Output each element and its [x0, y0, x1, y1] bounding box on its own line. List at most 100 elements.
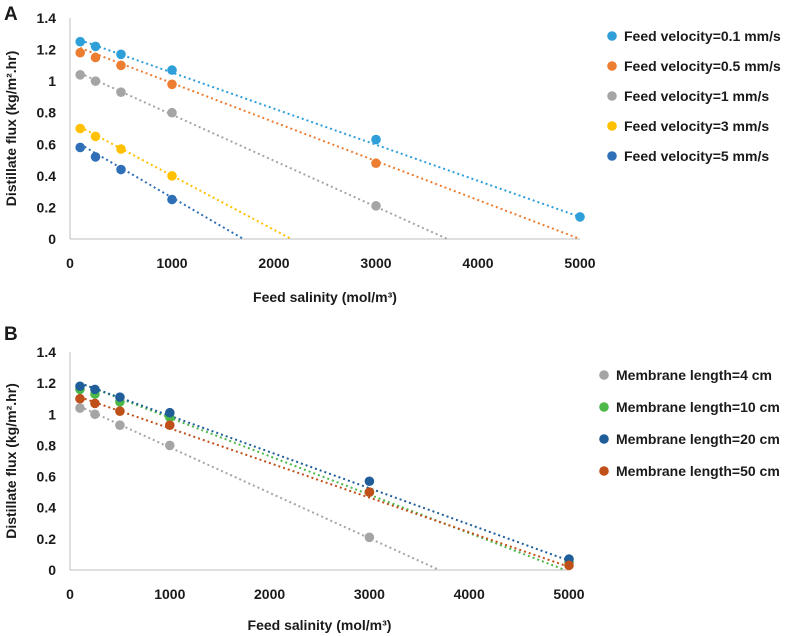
y-tick-label: 1.4 — [37, 344, 57, 360]
legend-marker — [607, 91, 617, 101]
data-point-series-4 — [90, 398, 100, 409]
data-point-series-1 — [167, 65, 177, 75]
trendline-series-3 — [79, 72, 448, 240]
y-tick-label: 0.6 — [37, 136, 57, 152]
data-point-series-3 — [75, 381, 85, 392]
data-point-series-4 — [90, 131, 101, 142]
data-point-series-5 — [167, 194, 177, 205]
data-point-series-3 — [115, 392, 125, 402]
data-point-series-5 — [75, 142, 85, 153]
y-tick-label: 0.4 — [37, 168, 57, 184]
data-point-series-5 — [90, 152, 101, 162]
data-point-series-2 — [167, 79, 177, 90]
data-point-series-2 — [116, 60, 126, 71]
data-point-series-4 — [75, 123, 85, 134]
legend-marker — [607, 121, 617, 131]
legend-label: Membrane length=4 cm — [616, 367, 772, 383]
y-tick-label: 1.2 — [37, 42, 57, 58]
y-tick-label: 0.8 — [37, 105, 57, 121]
x-tick-label: 1000 — [156, 255, 187, 271]
x-axis-title: Feed salinity (mol/m³) — [248, 617, 392, 633]
legend-marker — [599, 434, 609, 444]
data-point-series-4 — [167, 171, 177, 181]
y-axis-title: Distillate flux (kg/m².hr) — [3, 383, 19, 539]
y-tick-label: 0.2 — [37, 531, 57, 547]
x-tick-label: 0 — [66, 586, 74, 602]
data-point-series-2 — [90, 52, 101, 63]
data-point-series-3 — [167, 107, 177, 118]
data-point-series-1 — [165, 440, 175, 451]
x-tick-label: 2000 — [254, 586, 285, 602]
y-tick-label: 1 — [48, 406, 56, 422]
x-tick-label: 4000 — [454, 586, 485, 602]
data-point-series-4 — [75, 393, 85, 404]
y-tick-label: 0 — [48, 562, 56, 578]
x-tick-label: 3000 — [354, 586, 385, 602]
data-point-series-3 — [75, 70, 85, 80]
data-point-series-4 — [364, 487, 375, 497]
data-point-series-1 — [115, 420, 125, 430]
x-tick-label: 1000 — [154, 586, 185, 602]
legend-marker — [607, 31, 617, 41]
y-tick-label: 0.2 — [37, 199, 57, 215]
x-tick-label: 5000 — [553, 586, 584, 602]
legend-marker — [607, 61, 617, 71]
legend-label: Feed velocity=1 mm/s — [624, 88, 769, 104]
x-tick-label: 4000 — [462, 255, 493, 271]
trendline-series-4 — [79, 126, 292, 240]
data-point-series-3 — [165, 407, 175, 418]
trendline-series-5 — [79, 143, 244, 240]
y-tick-label: 0.4 — [37, 500, 57, 516]
data-point-series-3 — [90, 384, 100, 395]
y-axis-title: Distillate flux (kg/m².hr) — [3, 51, 19, 207]
x-tick-label: 5000 — [564, 255, 595, 271]
y-tick-label: 0 — [48, 231, 56, 247]
data-point-series-4 — [116, 144, 126, 154]
data-point-series-1 — [75, 36, 85, 47]
trendline-series-1 — [79, 39, 581, 218]
y-tick-label: 0.8 — [37, 437, 57, 453]
data-point-series-1 — [364, 532, 375, 543]
data-point-series-4 — [564, 560, 574, 571]
trendline-series-2 — [79, 382, 566, 571]
legend-label: Feed velocity=0.1 mm/s — [624, 28, 781, 44]
data-point-series-1 — [75, 403, 85, 413]
data-point-series-3 — [90, 76, 101, 86]
data-point-series-3 — [371, 201, 381, 211]
data-point-series-1 — [575, 212, 585, 222]
trendline-series-2 — [79, 47, 581, 240]
data-point-series-1 — [90, 409, 100, 420]
y-tick-label: 1.4 — [37, 10, 57, 26]
data-point-series-4 — [165, 420, 175, 430]
legend-label: Membrane length=10 cm — [616, 399, 780, 415]
legend-label: Membrane length=50 cm — [616, 463, 780, 479]
data-point-series-1 — [371, 134, 381, 145]
legend-label: Feed velocity=0.5 mm/s — [624, 58, 781, 74]
chart-panel-a: A 0 1000 2000 3000 4000 5000 0 0.2 0.4 0.6 0.8 1 1.2 1… — [3, 4, 781, 305]
x-tick-label: 3000 — [360, 255, 391, 271]
legend-marker — [599, 370, 609, 380]
legend-label: Membrane length=20 cm — [616, 431, 780, 447]
y-tick-label: 1 — [48, 73, 56, 89]
data-point-series-2 — [371, 158, 381, 169]
y-tick-label: 0.6 — [37, 469, 57, 485]
legend-label: Feed velocity=3 mm/s — [624, 118, 769, 134]
data-point-series-2 — [75, 47, 85, 58]
legend-marker — [607, 151, 617, 161]
panel-label: B — [4, 324, 18, 345]
data-point-series-3 — [116, 87, 126, 97]
data-point-series-4 — [115, 406, 125, 416]
x-tick-label: 0 — [66, 255, 74, 271]
data-point-series-1 — [90, 41, 101, 52]
chart-panel-b: B 0 1000 2000 3000 4000 5000 0 0.2 0.4 0.6 0.8 1 1.2 1… — [3, 324, 780, 633]
panel-label: A — [4, 4, 18, 25]
x-axis-title: Feed salinity (mol/m³) — [253, 289, 397, 305]
legend-marker — [599, 466, 609, 476]
trendline-series-4 — [79, 396, 570, 568]
y-tick-label: 1.2 — [37, 375, 57, 391]
data-point-series-5 — [116, 164, 126, 175]
trendline-series-1 — [79, 405, 440, 571]
data-point-series-3 — [364, 476, 375, 487]
legend-label: Feed velocity=5 mm/s — [624, 148, 769, 164]
